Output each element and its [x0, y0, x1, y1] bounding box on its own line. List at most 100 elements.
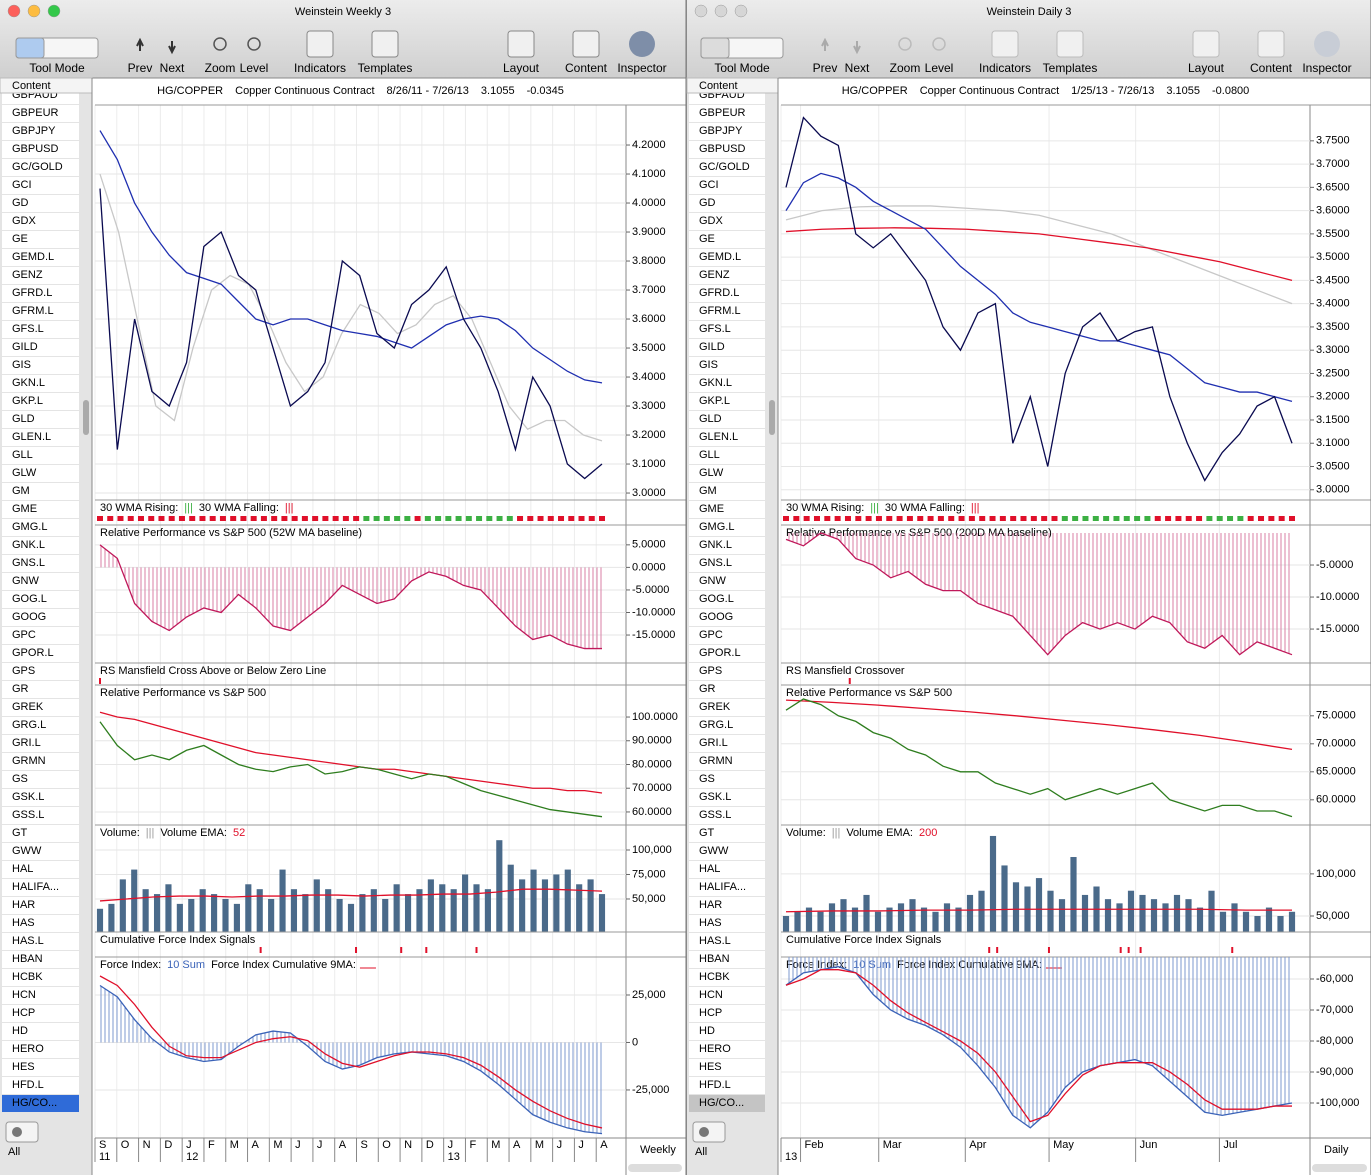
symbol-row[interactable]	[689, 717, 765, 734]
symbol[interactable]: GKP.L	[12, 395, 43, 407]
symbol-row[interactable]	[689, 825, 765, 842]
toolbar-label[interactable]: Next	[845, 61, 870, 75]
symbol[interactable]: HERO	[12, 1043, 44, 1055]
symbol-row[interactable]	[689, 609, 765, 626]
symbol-row[interactable]	[689, 915, 765, 932]
symbol-row[interactable]	[2, 753, 79, 770]
symbol-row[interactable]	[2, 1059, 79, 1076]
symbol[interactable]: HERO	[699, 1043, 731, 1055]
symbol[interactable]: GKN.L	[12, 377, 45, 389]
zoom-icon[interactable]	[247, 37, 261, 51]
symbol-row[interactable]	[2, 951, 79, 968]
symbol-row[interactable]	[2, 285, 79, 302]
toolbar-icon[interactable]	[306, 30, 334, 58]
toolbar-label[interactable]: Tool Mode	[29, 61, 85, 75]
toolbar-label[interactable]: Layout	[1188, 61, 1225, 75]
symbol[interactable]: HG/CO...	[699, 1097, 744, 1109]
symbol-row[interactable]	[2, 375, 79, 392]
symbol[interactable]: GM	[699, 485, 717, 497]
symbol[interactable]: GLL	[699, 449, 720, 461]
symbol-row[interactable]	[689, 681, 765, 698]
toolbar-label[interactable]: Level	[925, 61, 954, 75]
symbol-row[interactable]	[689, 555, 765, 572]
symbol[interactable]: HCBK	[12, 971, 43, 983]
symbol-row[interactable]	[689, 987, 765, 1004]
symbol-row[interactable]	[2, 303, 79, 320]
symbol-row[interactable]	[689, 519, 765, 536]
zoom-icon[interactable]	[213, 37, 227, 51]
symbol-row[interactable]	[2, 843, 79, 860]
symbol-row[interactable]	[689, 447, 765, 464]
symbol-row[interactable]	[2, 807, 79, 824]
symbol[interactable]: HES	[12, 1061, 35, 1073]
symbol[interactable]: GLW	[699, 467, 724, 479]
symbol-row[interactable]	[2, 771, 79, 788]
symbol[interactable]: GSS.L	[12, 809, 44, 821]
symbol[interactable]: GR	[699, 683, 716, 695]
symbol-row[interactable]	[689, 951, 765, 968]
symbol[interactable]: GS	[12, 773, 28, 785]
toolbar-label[interactable]: Zoom	[205, 61, 236, 75]
symbol-row[interactable]	[2, 483, 79, 500]
symbol-row[interactable]	[689, 429, 765, 446]
symbol[interactable]: HAS	[12, 917, 35, 929]
symbol-row[interactable]	[2, 213, 79, 230]
toolbar-icon[interactable]	[1192, 30, 1220, 58]
symbol[interactable]: HG/CO...	[12, 1097, 57, 1109]
symbol-row[interactable]	[2, 1005, 79, 1022]
symbol-row[interactable]	[2, 591, 79, 608]
symbol[interactable]: GCI	[12, 179, 32, 191]
symbol-row[interactable]	[2, 897, 79, 914]
symbol[interactable]: HCN	[699, 989, 723, 1001]
toolbar-label[interactable]: Templates	[358, 61, 413, 75]
symbol[interactable]: GBPUSD	[699, 143, 746, 155]
symbol[interactable]: GLD	[12, 413, 35, 425]
symbol[interactable]: GBPUSD	[12, 143, 59, 155]
symbol-row[interactable]	[689, 177, 765, 194]
symbol[interactable]: GD	[12, 197, 29, 209]
symbol-row[interactable]	[689, 249, 765, 266]
inspector-icon[interactable]	[1314, 31, 1340, 57]
symbol[interactable]: GNS.L	[699, 557, 732, 569]
symbol[interactable]: GT	[12, 827, 28, 839]
toolbar-icon[interactable]	[572, 30, 600, 58]
symbol-row[interactable]	[2, 249, 79, 266]
symbol-row[interactable]	[2, 825, 79, 842]
window-button[interactable]	[694, 4, 708, 18]
window-button[interactable]	[714, 4, 728, 18]
symbol[interactable]: HALIFA...	[12, 881, 59, 893]
symbol[interactable]: GLW	[12, 467, 37, 479]
symbol[interactable]: GRG.L	[12, 719, 46, 731]
toolbar-icon[interactable]	[507, 30, 535, 58]
symbol[interactable]: GM	[12, 485, 30, 497]
symbol[interactable]: GRI.L	[12, 737, 41, 749]
symbol-row[interactable]	[2, 537, 79, 554]
symbol[interactable]: GBPJPY	[12, 125, 56, 137]
symbol[interactable]: GSK.L	[699, 791, 731, 803]
symbol-row[interactable]	[2, 411, 79, 428]
symbol-row[interactable]	[2, 735, 79, 752]
symbol-row[interactable]	[2, 447, 79, 464]
symbol-row[interactable]	[689, 879, 765, 896]
symbol[interactable]: GSS.L	[699, 809, 731, 821]
symbol[interactable]: HFD.L	[12, 1079, 44, 1091]
toolbar-icon[interactable]	[371, 30, 399, 58]
symbol[interactable]: GFRM.L	[699, 305, 741, 317]
toolbar-icon[interactable]	[1056, 30, 1084, 58]
symbol[interactable]: HES	[699, 1061, 722, 1073]
toolbar-label[interactable]: Indicators	[294, 61, 346, 75]
symbol[interactable]: HCN	[12, 989, 36, 1001]
toolbar-label[interactable]: Zoom	[890, 61, 921, 75]
symbol-row[interactable]	[2, 1095, 79, 1112]
symbol-row[interactable]	[689, 861, 765, 878]
arrow-icon[interactable]	[821, 37, 829, 51]
symbol[interactable]: HD	[12, 1025, 28, 1037]
symbol[interactable]: GNK.L	[699, 539, 732, 551]
symbol-row[interactable]	[689, 573, 765, 590]
symbol[interactable]: GME	[699, 503, 724, 515]
symbol[interactable]: GPOR.L	[12, 647, 54, 659]
symbol[interactable]: GFS.L	[699, 323, 731, 335]
symbol[interactable]: GPS	[12, 665, 35, 677]
toolbar-label[interactable]: Next	[160, 61, 185, 75]
symbol-row[interactable]	[2, 645, 79, 662]
